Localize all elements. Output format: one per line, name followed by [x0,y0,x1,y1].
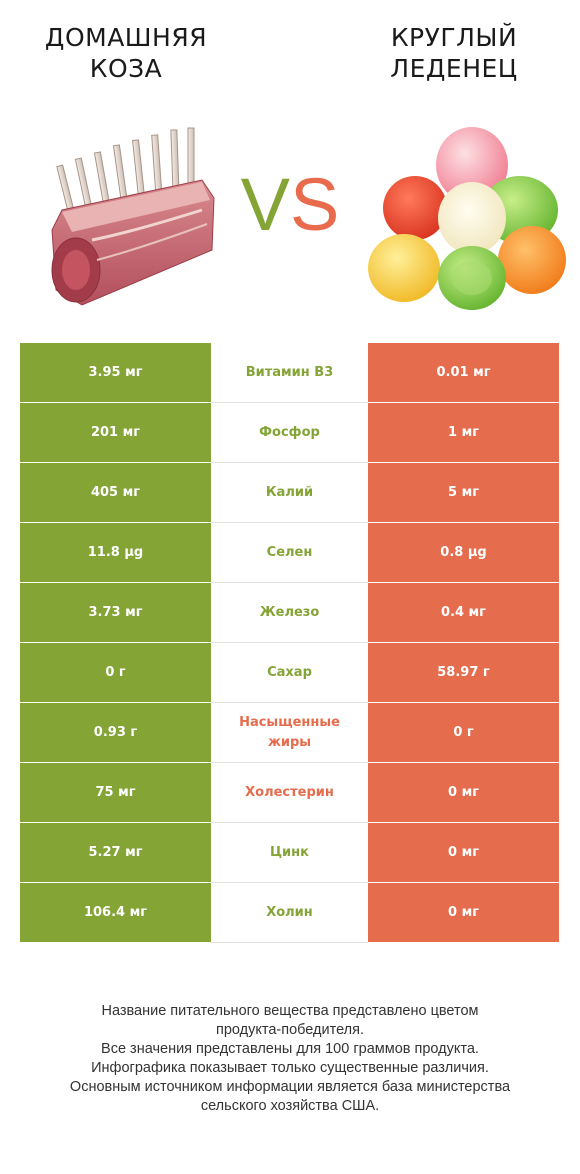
right-value: 5 мг [368,462,559,523]
right-value: 0.01 мг [368,343,559,403]
left-value: 106.4 мг [20,882,211,943]
nutrient-name: Селен [211,522,368,583]
nutrient-row: 0 г Сахар 58.97 г [20,642,559,703]
footer-line-2: продукта-победителя. [215,1022,365,1038]
right-title-line1: КРУГЛЫЙ [390,23,518,52]
nutrient-row: 75 мг Холестерин 0 мг [20,762,559,823]
gumdrop-candies-image [360,120,570,325]
left-value: 75 мг [20,762,211,823]
left-value: 405 мг [20,462,211,523]
footer-notes: Название питательного вещества представл… [20,1002,560,1116]
right-value: 0 мг [368,822,559,883]
nutrient-name: Холин [211,882,368,943]
versus-label: VS [222,168,358,242]
nutrient-name: Фосфор [211,402,368,463]
right-value: 0 г [368,702,559,763]
vs-s-letter: S [290,163,340,246]
left-value: 0.93 г [20,702,211,763]
right-value: 58.97 г [368,642,559,703]
left-title-line2: КОЗА [89,54,163,83]
footer-line-4: Инфографика показывает только существенн… [91,1060,489,1076]
nutrient-name: Насыщенные жиры [211,702,368,763]
left-product-title: ДОМАШНЯЯ КОЗА [6,22,246,84]
right-product-title: КРУГЛЫЙ ЛЕДЕНЕЦ [334,22,574,84]
left-value: 3.73 мг [20,582,211,643]
nutrient-name: Железо [211,582,368,643]
nutrient-name: Цинк [211,822,368,883]
right-value: 0.8 µg [368,522,559,583]
nutrient-name: Холестерин [211,762,368,823]
left-value: 3.95 мг [20,343,211,403]
left-value: 0 г [20,642,211,703]
left-value: 201 мг [20,402,211,463]
left-title-line1: ДОМАШНЯЯ [44,23,208,52]
footer-line-6: сельского хозяйства США. [200,1098,380,1114]
nutrient-row: 0.93 г Насыщенные жиры 0 г [20,702,559,763]
nutrient-row: 201 мг Фосфор 1 мг [20,402,559,463]
left-value: 5.27 мг [20,822,211,883]
nutrient-name: Витамин B3 [211,343,368,403]
nutrient-comparison-table: 3.95 мг Витамин B3 0.01 мг 201 мг Фосфор 1 мг… [20,343,559,943]
left-value: 11.8 µg [20,522,211,583]
right-value: 0 мг [368,882,559,943]
nutrient-row: 3.95 мг Витамин B3 0.01 мг [20,343,559,403]
footer-line-5: Основным источником информации является … [69,1079,511,1095]
nutrient-row: 405 мг Калий 5 мг [20,462,559,523]
footer-line-3: Все значения представлены для 100 граммо… [101,1041,479,1057]
nutrient-row: 106.4 мг Холин 0 мг [20,882,559,943]
nutrient-name: Калий [211,462,368,523]
right-value: 1 мг [368,402,559,463]
goat-meat-rack-image [42,120,222,325]
footer-line-1: Название питательного вещества представл… [101,1003,479,1019]
right-value: 0 мг [368,762,559,823]
nutrient-row: 3.73 мг Железо 0.4 мг [20,582,559,643]
vs-v-letter: V [240,163,290,246]
nutrient-name: Сахар [211,642,368,703]
nutrient-row: 5.27 мг Цинк 0 мг [20,822,559,883]
right-value: 0.4 мг [368,582,559,643]
nutrient-row: 11.8 µg Селен 0.8 µg [20,522,559,583]
right-title-line2: ЛЕДЕНЕЦ [390,54,518,83]
